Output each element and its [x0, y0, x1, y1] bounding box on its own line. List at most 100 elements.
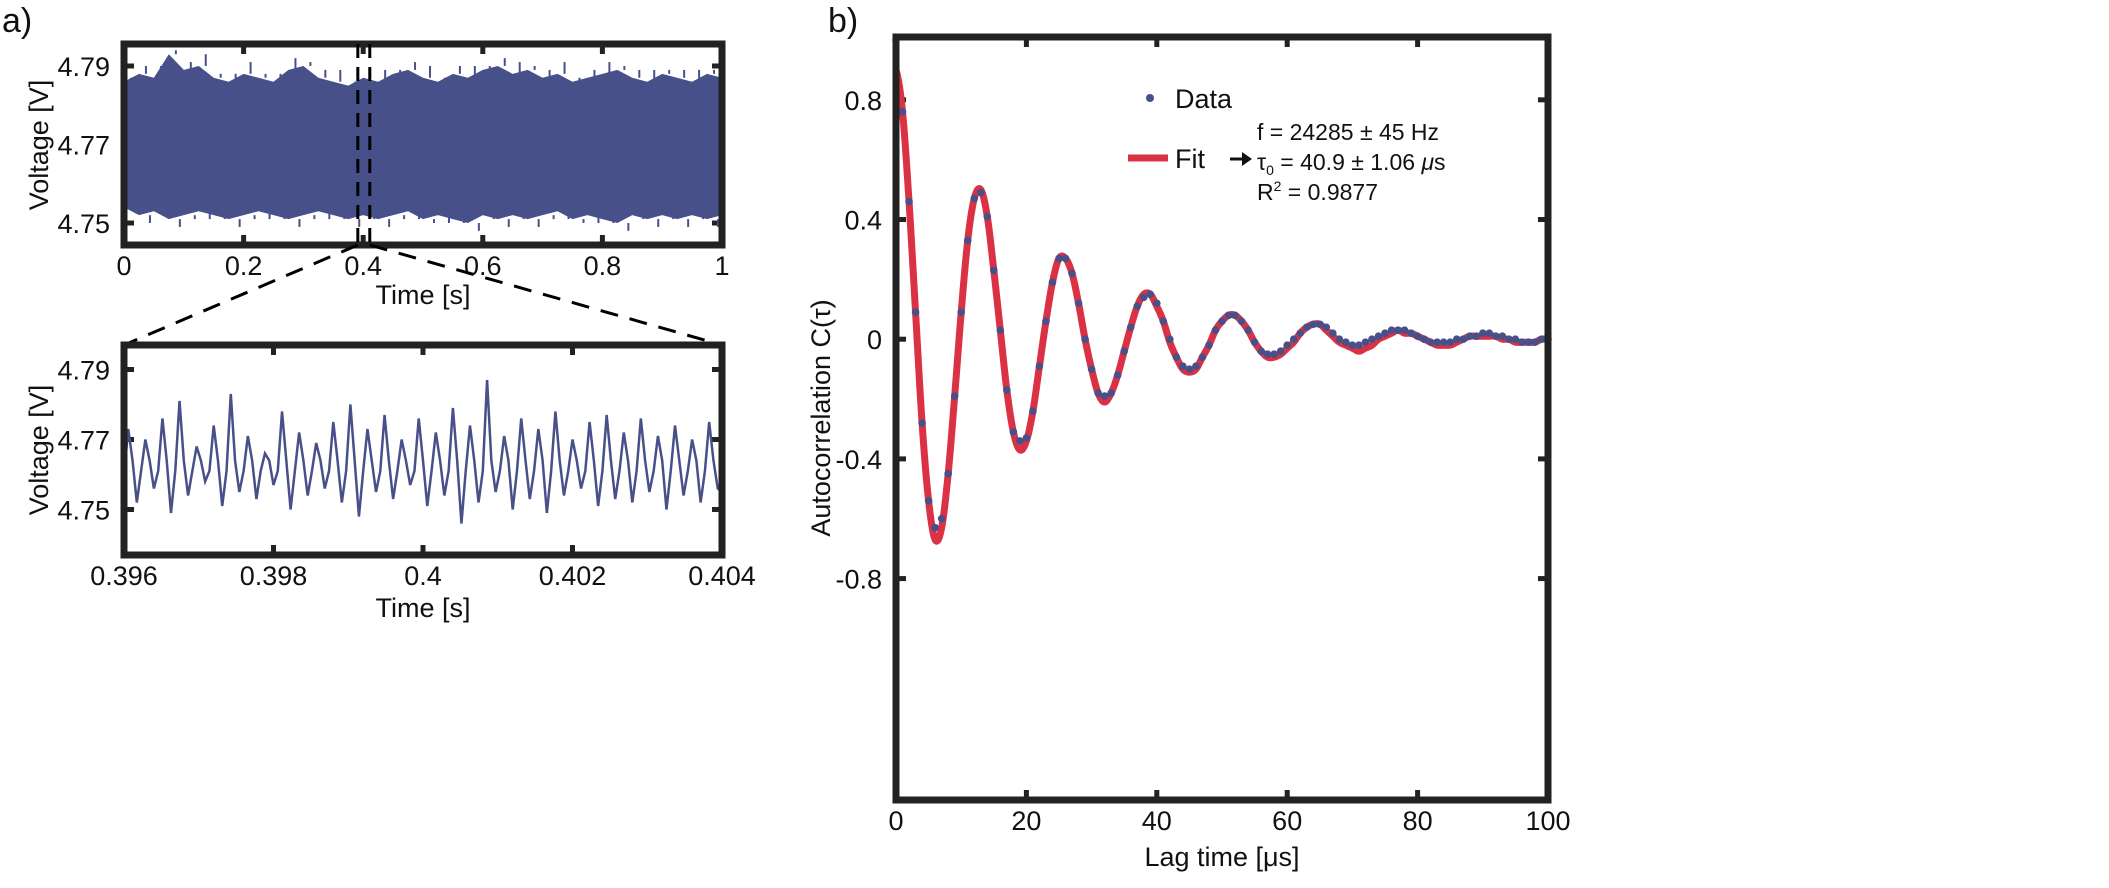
data-point — [1100, 392, 1109, 400]
data-point — [1126, 323, 1135, 332]
data-point — [1296, 329, 1305, 338]
data-point — [1263, 350, 1272, 358]
data-point — [918, 419, 926, 427]
voltage-signal-band — [124, 54, 722, 224]
data-point — [1068, 269, 1076, 278]
data-point — [1511, 335, 1520, 344]
data-point — [1016, 437, 1024, 445]
data-point — [1420, 335, 1428, 344]
data-point — [1074, 299, 1083, 308]
data-point — [1172, 353, 1181, 361]
y-tick-label: 0.4 — [844, 206, 882, 236]
x-tick-label: 60 — [1272, 806, 1302, 836]
data-point — [1342, 338, 1350, 347]
data-point — [1166, 335, 1174, 344]
data-point — [1237, 317, 1246, 326]
data-point — [990, 266, 998, 275]
fit-curve — [892, 68, 1551, 545]
data-point — [1289, 335, 1298, 344]
data-point — [898, 108, 907, 116]
data-point — [1087, 365, 1096, 373]
data-point — [1400, 326, 1409, 335]
data-point — [911, 308, 920, 317]
data-point — [1485, 329, 1494, 338]
data-point — [1329, 329, 1337, 338]
b-xlabel: Lag time [μs] — [1144, 842, 1299, 872]
panel-a-top-plot: 0 0.2 0.4 0.6 0.8 1 4.75 4.77 4.79 — [57, 40, 730, 347]
data-point — [1003, 386, 1011, 394]
data-point — [924, 496, 933, 505]
data-point — [1465, 332, 1474, 341]
data-point — [1498, 332, 1507, 341]
data-point — [1479, 329, 1487, 338]
data-point — [1355, 341, 1363, 349]
zoom-connector-left — [123, 243, 359, 347]
data-point — [1270, 350, 1278, 358]
plot-frame — [892, 33, 1552, 804]
panel-label-a: a) — [2, 2, 32, 40]
data-point — [1009, 428, 1018, 436]
data-point — [983, 212, 992, 221]
x-tick-label: 40 — [1142, 806, 1172, 836]
data-point — [1179, 362, 1187, 370]
panel-b-autocorrelation-plot: 0 20 40 60 80 100 -0.8 -0.4 0 0.4 0.8 — [835, 33, 1571, 836]
data-point — [1224, 311, 1233, 320]
y-tick-label: 4.79 — [57, 356, 110, 386]
y-tick-label: 4.75 — [57, 496, 110, 526]
data-point — [1244, 326, 1252, 335]
data-point — [1139, 293, 1148, 302]
data-point — [1198, 353, 1207, 361]
data-point — [1472, 332, 1481, 341]
data-point — [1335, 335, 1344, 344]
x-tick-label: 0.402 — [539, 561, 607, 591]
data-point — [970, 194, 979, 203]
data-point — [1250, 338, 1259, 347]
data-point — [1113, 371, 1122, 379]
x-tick-label: 0.4 — [344, 251, 382, 281]
x-tick-label: 1 — [714, 251, 729, 281]
data-point — [1446, 338, 1454, 347]
x-tick-label: 0.6 — [464, 251, 502, 281]
x-tick-label: 0.398 — [240, 561, 308, 591]
zoom-connector-right — [369, 243, 723, 347]
data-point — [1159, 317, 1168, 326]
data-point — [1120, 347, 1128, 355]
x-tick-label: 20 — [1011, 806, 1041, 836]
fit-frequency: f = 24285 ± 45 Hz — [1257, 119, 1439, 145]
y-tick-label: -0.8 — [835, 565, 882, 595]
data-point — [1205, 341, 1213, 349]
data-point — [1283, 341, 1291, 349]
y-tick-label: 4.77 — [57, 131, 110, 161]
data-point — [1048, 278, 1057, 287]
data-point — [1316, 320, 1324, 329]
data-point — [1537, 335, 1546, 344]
data-point — [944, 470, 952, 478]
data-point — [1459, 335, 1468, 344]
plot-frame — [120, 40, 726, 249]
data-point — [1022, 434, 1031, 442]
y-tick-label: 4.79 — [57, 52, 110, 82]
data-point — [996, 326, 1005, 335]
data-point — [937, 514, 946, 523]
data-point — [1452, 335, 1461, 344]
data-point — [1492, 332, 1500, 341]
data-point — [1505, 335, 1513, 344]
data-point — [1061, 254, 1070, 263]
data-point — [1302, 323, 1311, 332]
data-point — [1153, 299, 1161, 308]
data-point — [1394, 326, 1402, 335]
x-tick-label: 100 — [1525, 806, 1570, 836]
legend-data-marker — [1146, 94, 1154, 102]
a-top-xlabel: Time [s] — [375, 280, 470, 310]
a-zoom-xlabel: Time [s] — [375, 593, 470, 623]
data-point — [1413, 332, 1422, 341]
data-point — [1374, 332, 1383, 341]
data-point — [1361, 338, 1370, 347]
data-point — [1218, 317, 1226, 326]
data-point — [963, 236, 972, 245]
legend-fit-label: Fit — [1175, 144, 1205, 174]
b-ylabel: Autocorrelation C(τ) — [806, 299, 836, 536]
y-tick-label: 0 — [867, 325, 882, 355]
data-point — [1518, 338, 1526, 347]
